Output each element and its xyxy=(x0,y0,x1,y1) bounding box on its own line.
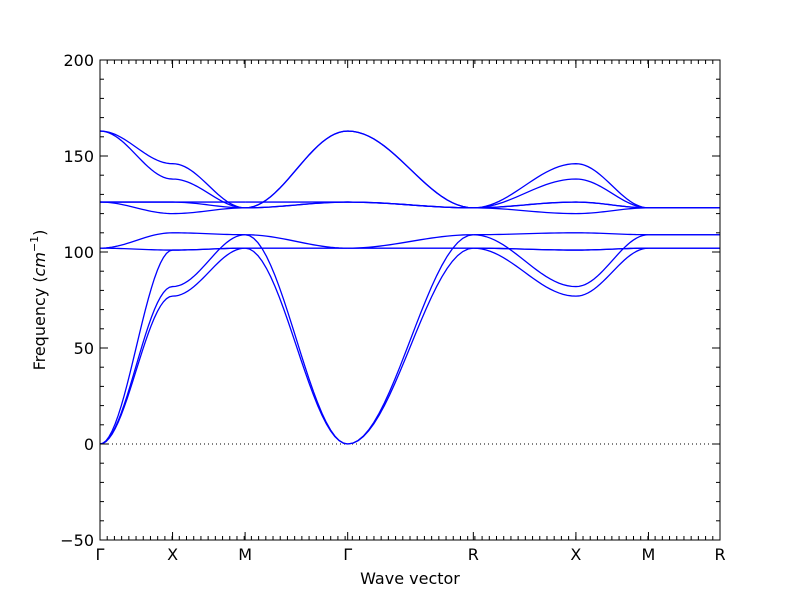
band-line-3 xyxy=(473,232,649,236)
band-line-3 xyxy=(100,232,246,249)
y-tick-label: −50 xyxy=(60,531,94,550)
band-line-3 xyxy=(347,234,474,249)
x-tick-label: M xyxy=(642,545,656,564)
y-axis-label-close: ) xyxy=(30,230,49,236)
band-line-0 xyxy=(473,247,649,297)
band-line-8 xyxy=(347,130,474,209)
y-tick-label: 150 xyxy=(63,147,94,166)
band-line-7 xyxy=(100,130,246,209)
x-tick-label: Γ xyxy=(343,545,352,564)
x-tick-label: R xyxy=(468,545,479,564)
x-tick-label: R xyxy=(714,545,725,564)
plot-area xyxy=(100,130,720,445)
y-axis-label-text: Frequency ( xyxy=(30,276,49,370)
axis-ticks xyxy=(99,59,721,541)
y-axis-label: Frequency (cm−1) xyxy=(28,230,49,371)
band-line-1 xyxy=(473,234,649,288)
band-line-8 xyxy=(100,130,246,209)
plot-frame xyxy=(99,59,721,541)
x-tick-label: Γ xyxy=(96,545,105,564)
band-line-3 xyxy=(245,234,348,249)
y-tick-label: 100 xyxy=(63,243,94,262)
band-line-4 xyxy=(473,247,649,251)
band-line-4 xyxy=(100,247,246,251)
band-line-1 xyxy=(100,234,246,445)
band-line-7 xyxy=(473,178,649,209)
band-line-9 xyxy=(473,201,649,209)
band-line-8 xyxy=(473,163,649,209)
y-tick-label: 0 xyxy=(84,435,94,454)
x-tick-label: X xyxy=(167,545,178,564)
band-line-5 xyxy=(473,207,649,215)
band-line-9 xyxy=(347,201,474,209)
x-axis-label: Wave vector xyxy=(360,569,460,588)
y-tick-label: 200 xyxy=(63,51,94,70)
band-lines xyxy=(100,130,720,445)
y-tick-labels: −50 0 50 100 150 200 xyxy=(60,51,94,550)
x-tick-label: M xyxy=(238,545,252,564)
x-tick-label: X xyxy=(570,545,581,564)
y-axis-label-exponent: −1 xyxy=(28,236,41,252)
band-line-5 xyxy=(100,201,246,215)
y-axis-label-unit: cm xyxy=(30,252,49,276)
y-tick-label: 50 xyxy=(74,339,94,358)
band-line-0 xyxy=(100,247,246,445)
